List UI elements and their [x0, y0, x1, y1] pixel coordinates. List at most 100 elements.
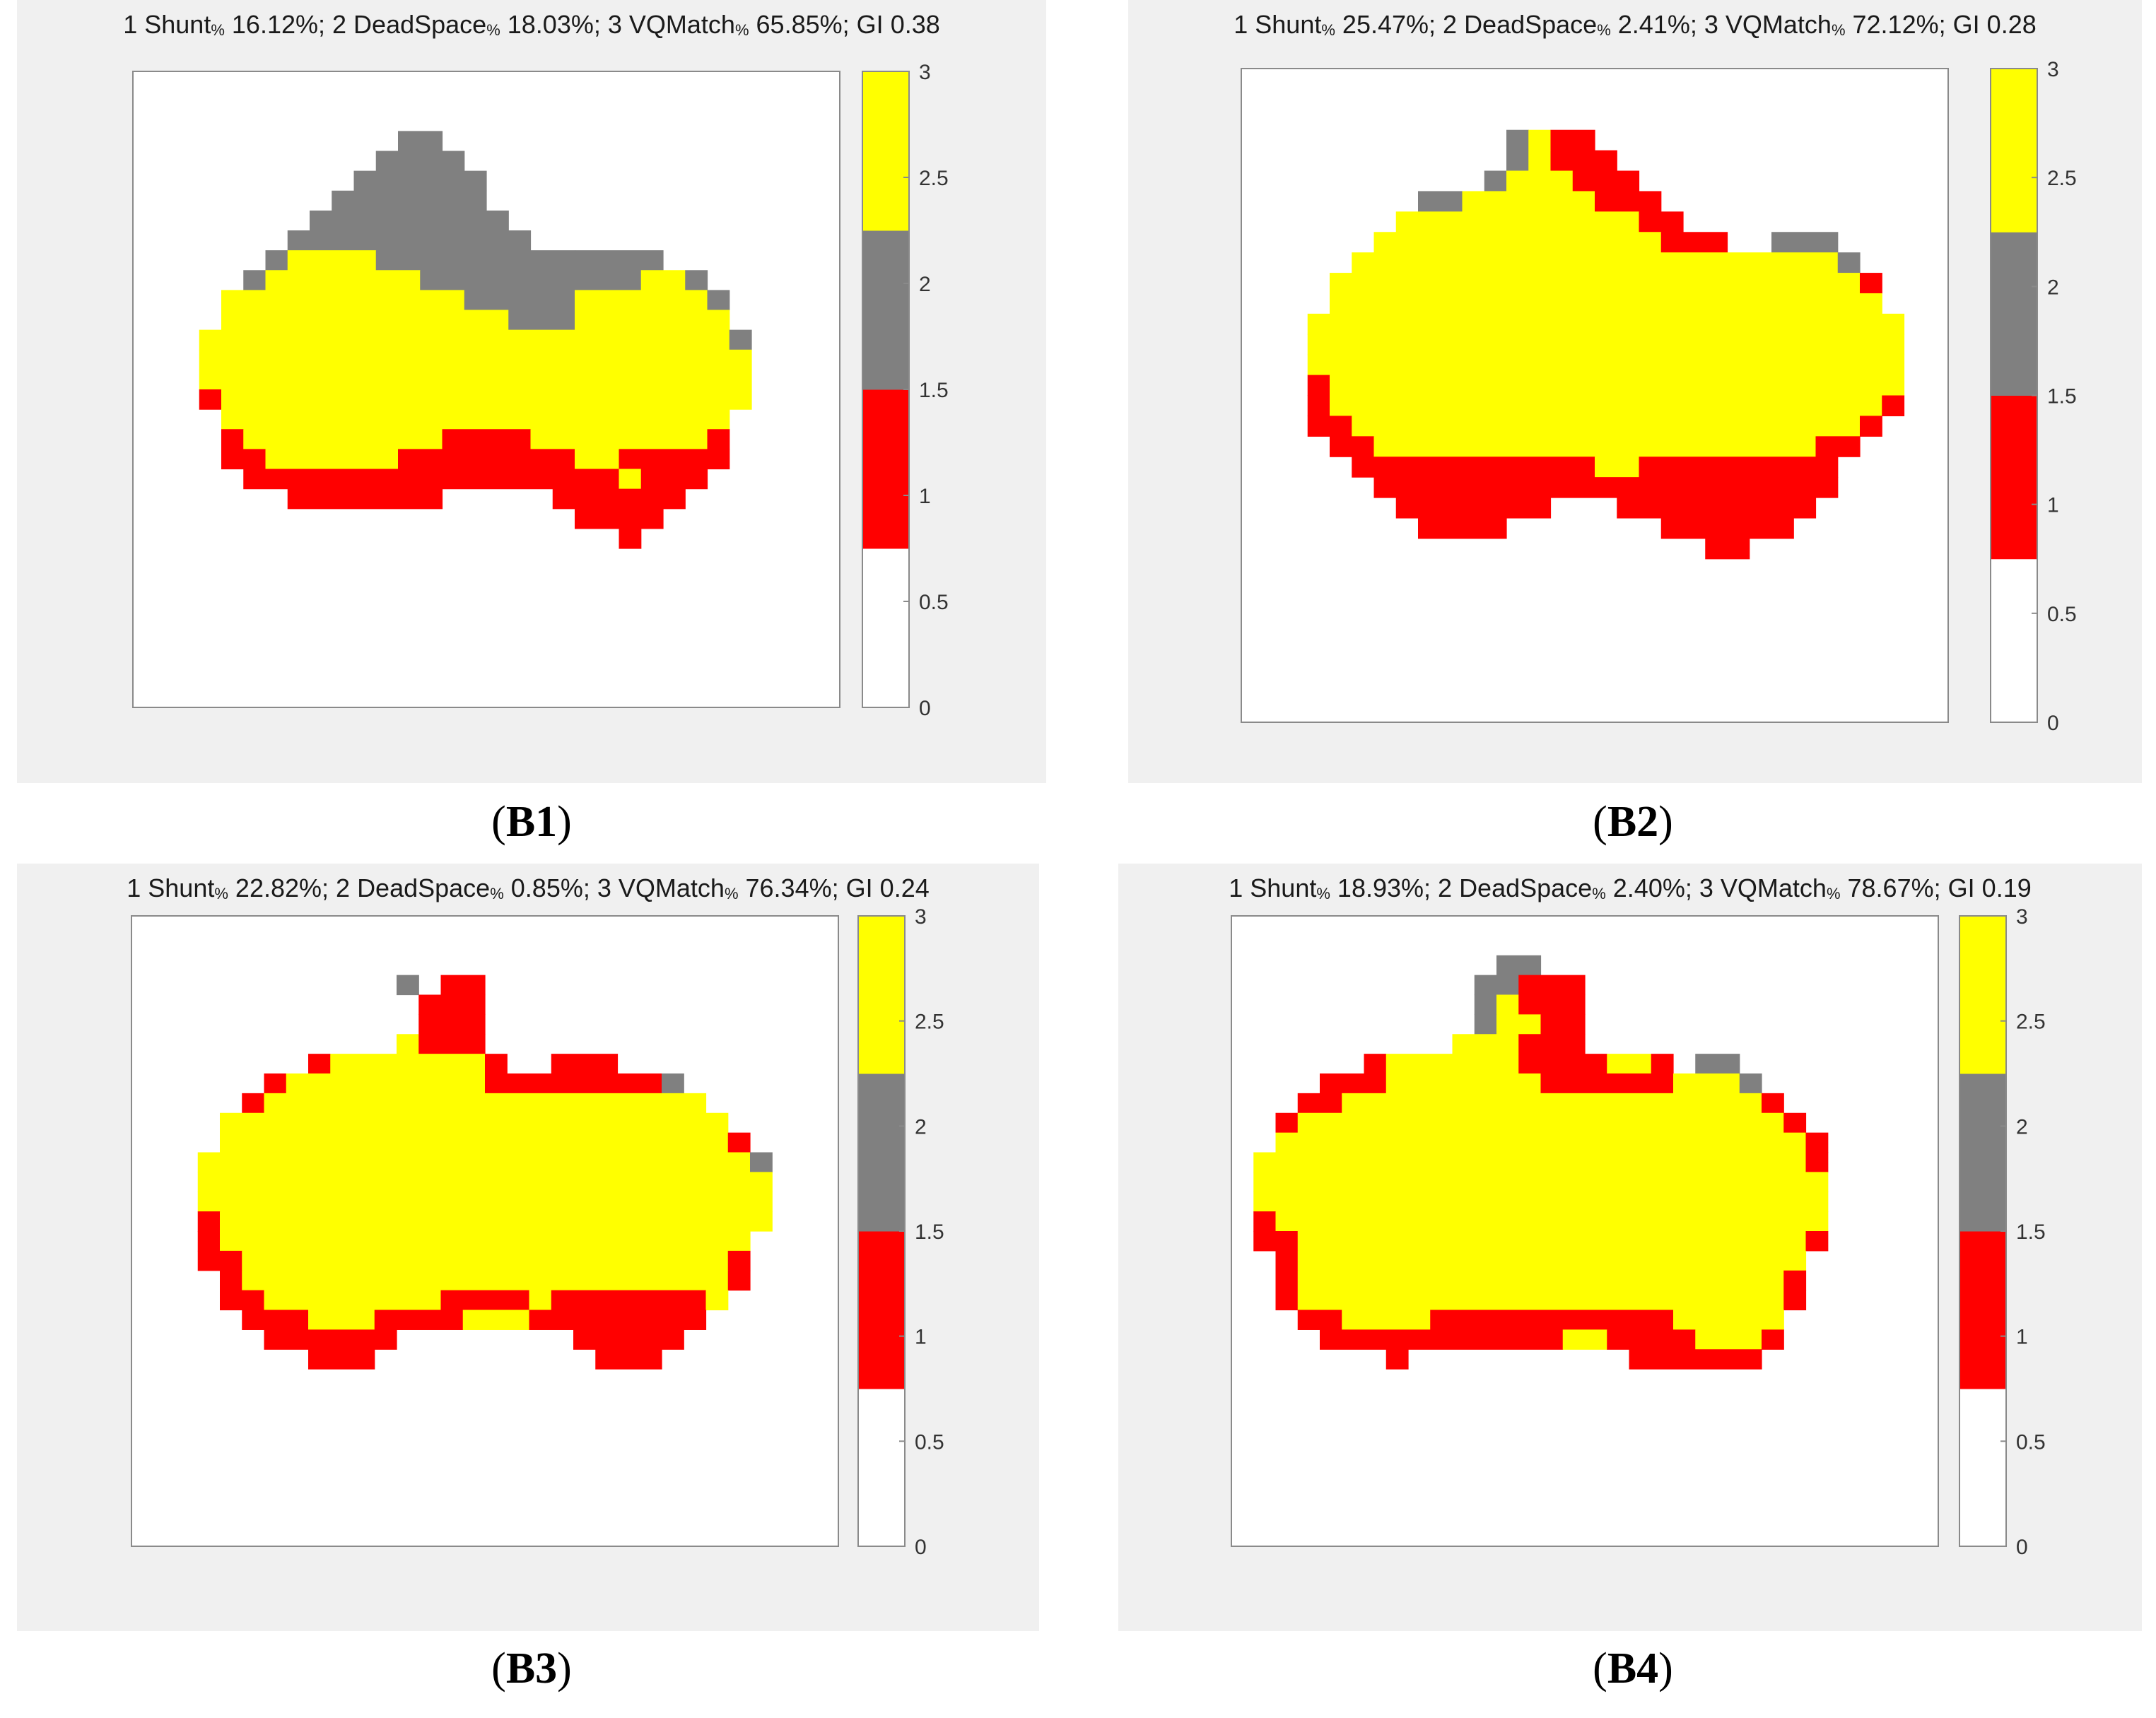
chart-panel-b2: 1 Shunt% 25.47%; 2 DeadSpace% 2.41%; 3 V… [1128, 0, 2142, 783]
heatmap-cell-run [243, 469, 620, 490]
heatmap-cell-run [1330, 273, 1861, 294]
colorbar-tick-label: 3 [919, 61, 931, 84]
colorbar-tick-label: 0 [915, 1536, 927, 1559]
colorbar-segment [1991, 69, 2037, 233]
heatmap-cell-run [1860, 273, 1882, 294]
deadspace-value: 18.03% [507, 10, 594, 39]
heatmap-cell-run [551, 1054, 619, 1074]
gi-value: 0.28 [1986, 10, 2037, 39]
gi-value: 0.19 [1981, 873, 2032, 902]
heatmap-cell-run [552, 488, 686, 510]
heatmap-cell-run [353, 170, 487, 192]
chart-panel-b4: 1 Shunt% 18.93%; 2 DeadSpace% 2.40%; 3 V… [1118, 864, 2142, 1631]
heatmap-cell-run [1739, 1073, 1762, 1094]
heatmap-cell-run [286, 1073, 486, 1094]
heatmap-cell-run [1307, 354, 1905, 376]
vqmatch-value: 78.67% [1847, 873, 1934, 902]
colorbar-segment [858, 1231, 905, 1389]
heatmap-cell-run [1385, 1349, 1409, 1370]
colorbar-tick-label: 2.5 [915, 1011, 944, 1034]
heatmap-cell-run [640, 270, 686, 290]
heatmap-cell-run [1474, 975, 1519, 996]
heatmap-cell-run [1342, 1093, 1762, 1114]
heatmap-cell-run [1474, 994, 1497, 1015]
heatmap-cell-run [1297, 1310, 1342, 1330]
heatmap-cell-run [418, 1034, 486, 1054]
panel-caption: (B3) [491, 1645, 572, 1693]
heatmap-cell-run [1496, 1014, 1542, 1035]
heatmap-cell-run [418, 1014, 486, 1035]
heatmap-cell-run [197, 1250, 242, 1271]
colorbar-segment [862, 389, 909, 549]
heatmap-cell-run [221, 449, 266, 470]
heatmap-svg: 0 0.5 1 1.5 2 2.5 3 [1231, 905, 2046, 1559]
heatmap-cell-run [1518, 1054, 1607, 1074]
colorbar-tick-label: 2.5 [919, 167, 949, 190]
heatmap-cell-run [1297, 1270, 1784, 1291]
heatmap-cell-run [197, 1211, 221, 1232]
heatmap-svg: 0 0.5 1 1.5 2 2.5 3 [131, 905, 944, 1559]
heatmap-cell-run [332, 190, 487, 211]
heatmap-cell-run [1275, 1250, 1299, 1271]
heatmap-cell-run [1496, 994, 1519, 1015]
heatmap-cell-run [1430, 1310, 1674, 1330]
vqmatch-value: 76.34% [745, 873, 832, 902]
heatmap-cell-run [220, 1290, 265, 1311]
heatmap-cell-run [1762, 1093, 1784, 1114]
heatmap-cell-run [199, 329, 730, 351]
heatmap-cell-run [1330, 436, 1375, 457]
heatmap-cell-run [220, 1231, 751, 1252]
heatmap-cell-run [1660, 517, 1794, 539]
heatmap-cell-run [575, 290, 708, 311]
heatmap-cell-run [573, 1329, 684, 1350]
percent-subscript: % [1316, 885, 1330, 902]
heatmap-cell-run [1330, 293, 1882, 314]
heatmap-cell-run [1528, 129, 1552, 151]
heatmap-cell-run [287, 488, 443, 510]
heatmap-cell-run [1860, 416, 1882, 437]
heatmap-cell-run [1550, 150, 1617, 172]
heatmap-cell-run [1550, 129, 1595, 151]
heatmap-cell-run [1805, 1231, 1829, 1252]
panel-title: 1 Shunt% 22.82%; 2 DeadSpace% 0.85%; 3 V… [127, 873, 930, 902]
vqmatch-value: 72.12% [1852, 10, 1939, 39]
heatmap-cell-run [1418, 517, 1507, 539]
deadspace-label: DeadSpace [1464, 10, 1598, 39]
heatmap-cell-run [1307, 416, 1352, 437]
percent-subscript: % [490, 885, 504, 902]
heatmap-cell-run [1474, 1014, 1497, 1035]
heatmap-cell-run [1253, 1211, 1277, 1232]
heatmap-cell-run [1275, 1132, 1807, 1153]
heatmap-cell-run [1320, 1329, 1564, 1350]
heatmap-cell-run [1253, 1172, 1829, 1192]
shunt-label: Shunt [1255, 10, 1322, 39]
plot-frame [1241, 68, 1949, 723]
percent-subscript: % [1826, 885, 1841, 902]
colorbar-tick-label: 0 [2047, 712, 2059, 735]
heatmap-cell-run [750, 1152, 773, 1172]
shunt-index: 1 [1229, 873, 1250, 902]
heatmap-cell-run [1275, 1112, 1299, 1134]
percent-subscript: % [211, 21, 225, 39]
heatmap-cell-run [197, 1231, 221, 1252]
heatmap-cell-run [485, 1054, 508, 1074]
heatmap-cell-run [1882, 395, 1905, 417]
heatmap-cell-run [1253, 1192, 1829, 1212]
heatmap-cell-run [619, 469, 642, 490]
heatmap-cell-run [1639, 211, 1684, 233]
heatmap-cell-run [1364, 1054, 1387, 1074]
heatmap-cell-run [1496, 955, 1542, 976]
heatmap-cell-run [397, 975, 419, 996]
heatmap-cell-run [575, 449, 620, 470]
heatmap-cell-run [440, 975, 486, 996]
chart-panel-b1: 1 Shunt% 16.12%; 2 DeadSpace% 18.03%; 3 … [17, 0, 1046, 783]
colorbar-segment [1991, 558, 2037, 723]
shunt-index: 1 [1234, 10, 1255, 39]
heatmap-cell-run [1651, 1054, 1674, 1074]
colorbar-segment [862, 548, 909, 708]
heatmap-cell-run [1307, 375, 1330, 396]
heatmap-cell-run [1639, 457, 1839, 478]
heatmap-cell-run [264, 1329, 397, 1350]
heatmap-cell-run [398, 131, 443, 152]
heatmap-cell-run [374, 1310, 464, 1330]
